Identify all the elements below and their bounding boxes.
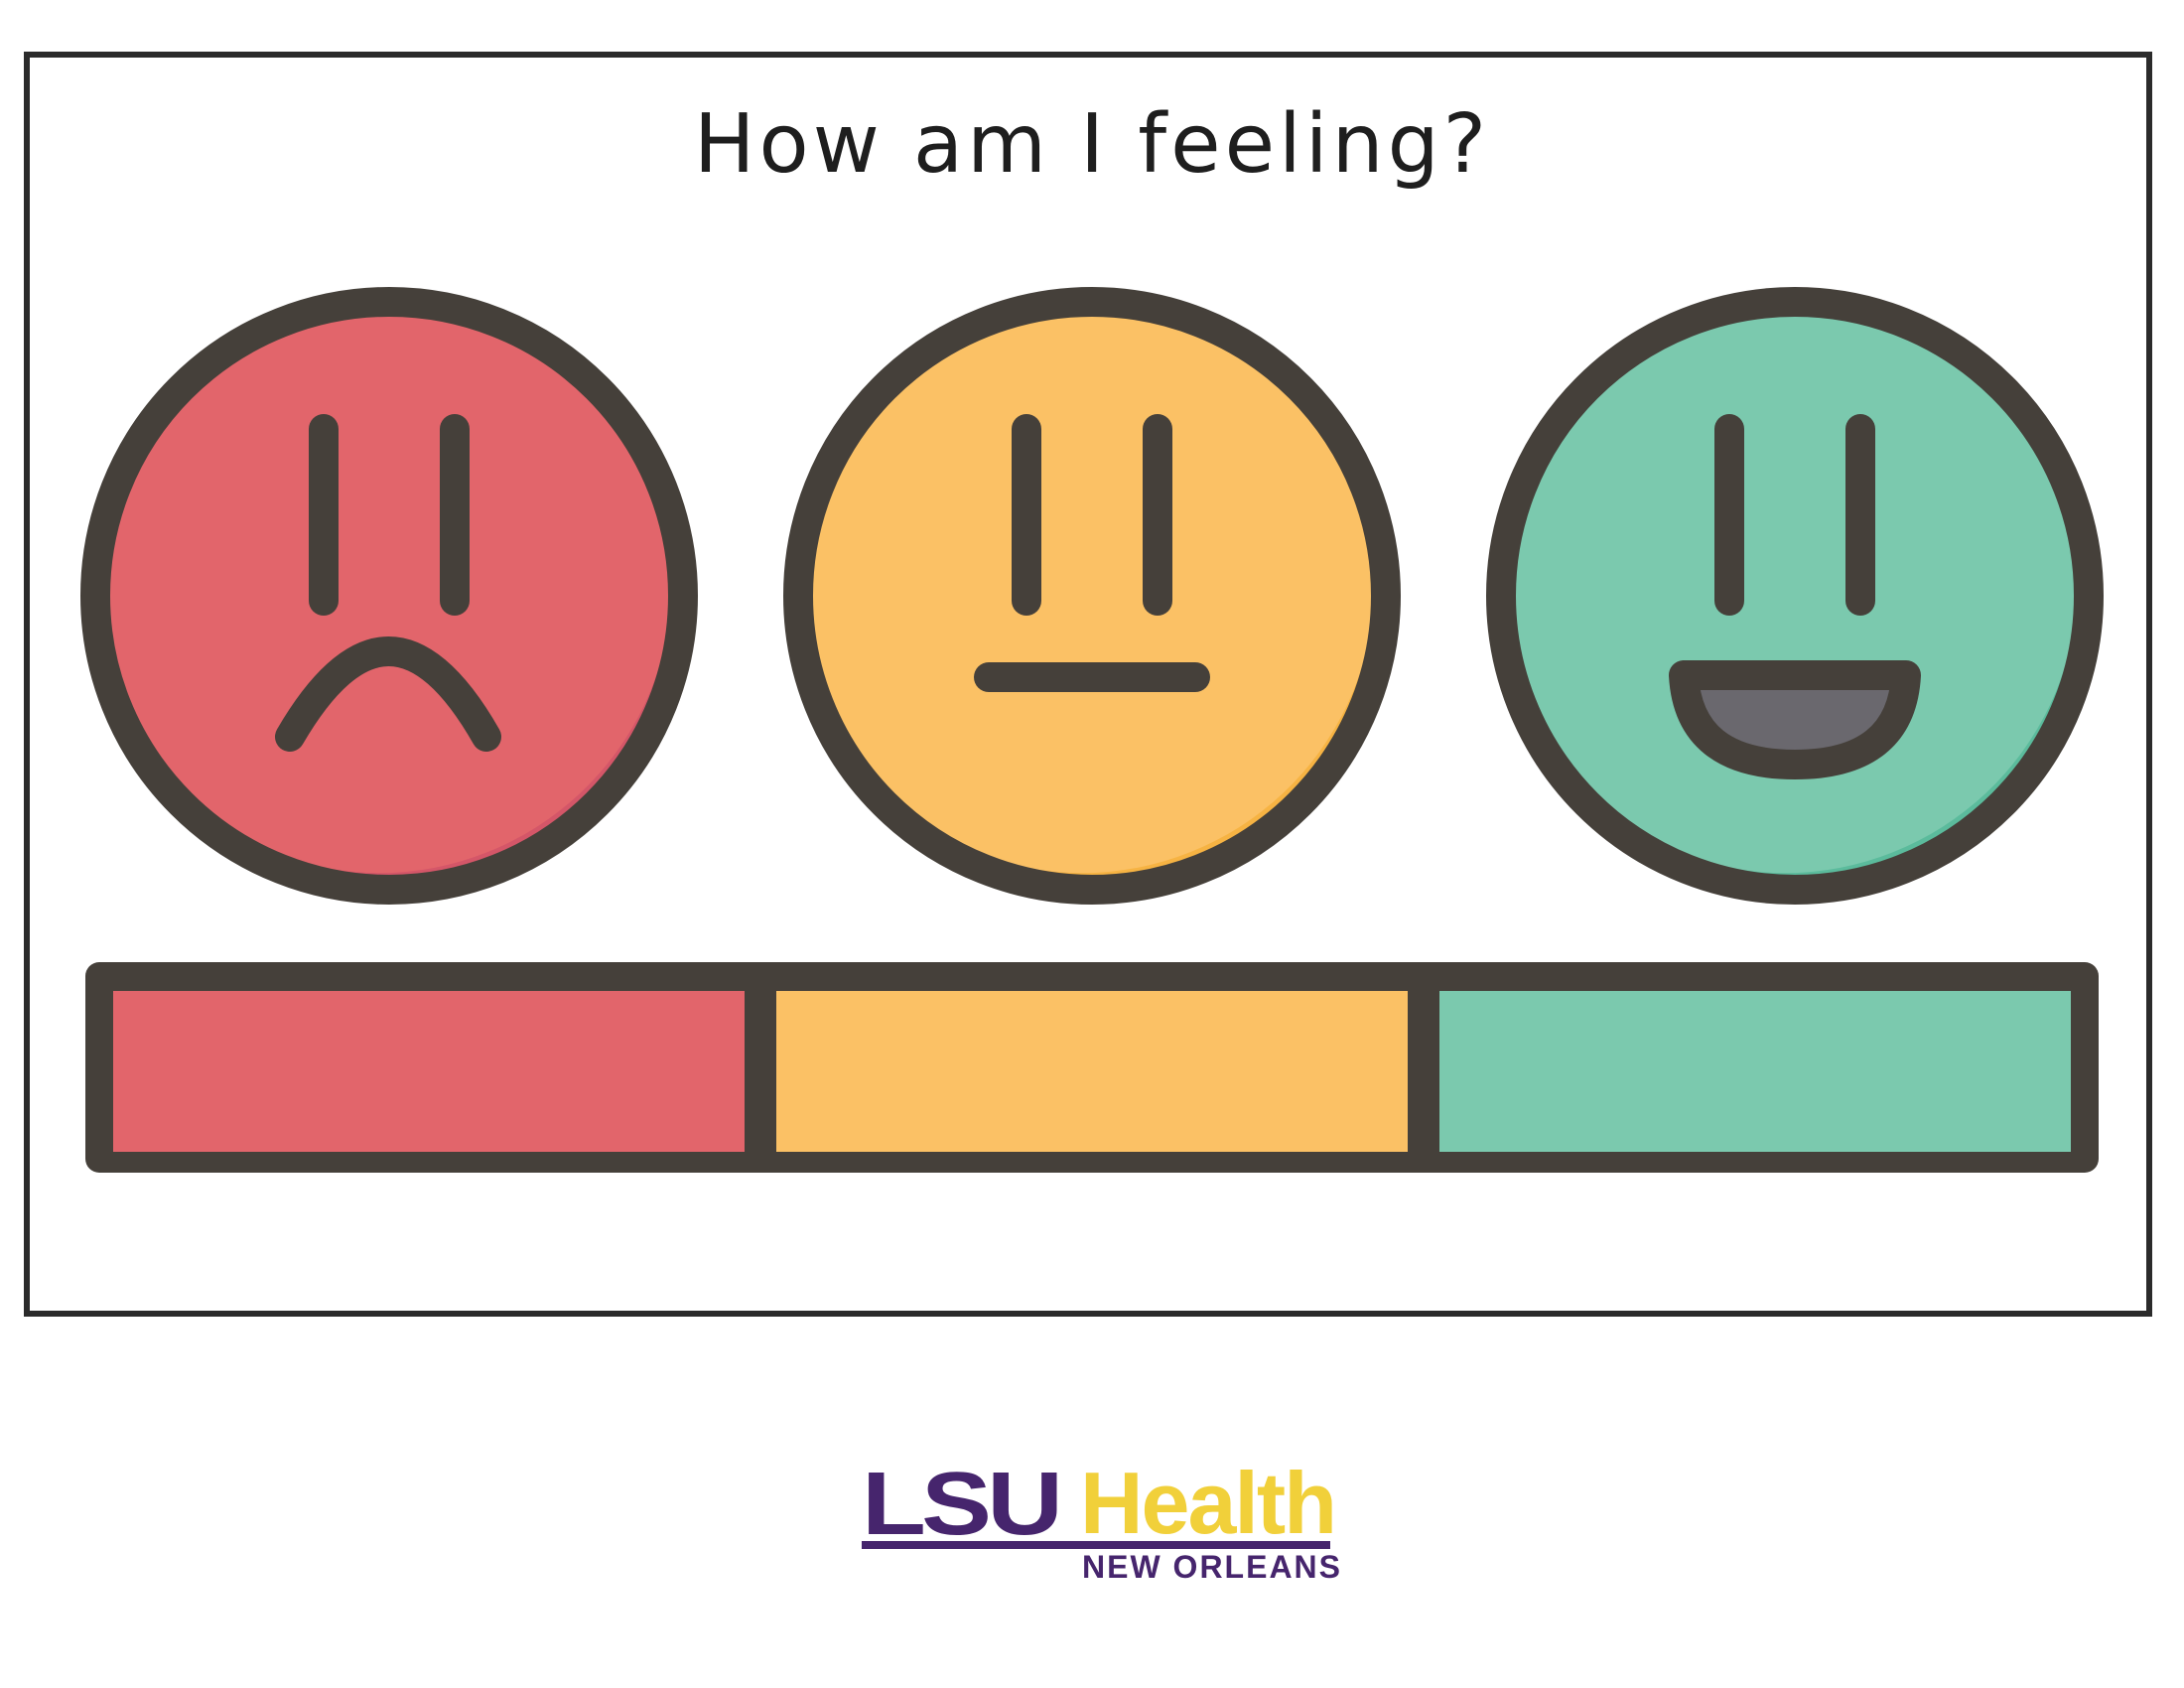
- sad-face-fill: [95, 302, 683, 890]
- sad-face-outline: [80, 287, 698, 905]
- neutral-face-outline: [783, 287, 1401, 905]
- sad-face-icon[interactable]: [80, 287, 698, 905]
- happy-face-fill: [1501, 302, 2089, 890]
- sad-mouth: [275, 636, 501, 752]
- neutral-face-fill: [798, 302, 1386, 890]
- feeling-scale-bar: [85, 962, 2099, 1173]
- logo-divider: [862, 1541, 1330, 1549]
- happy-face-icon[interactable]: [1486, 287, 2104, 905]
- happy-mouth: [1669, 660, 1921, 779]
- logo-lsu-text: LSU: [862, 1455, 1063, 1554]
- logo-health-text: Health: [1080, 1454, 1337, 1552]
- scale-segment-yellow[interactable]: [776, 991, 1408, 1152]
- scale-segment-green[interactable]: [1439, 991, 2071, 1152]
- logo-location-text: NEW ORLEANS: [1082, 1549, 1342, 1585]
- neutral-face-icon[interactable]: [783, 287, 1401, 905]
- page-title: How am I feeling?: [693, 97, 1491, 192]
- happy-face-outline: [1486, 287, 2104, 905]
- lsu-health-logo: LSU Health NEW ORLEANS: [862, 1455, 1340, 1583]
- scale-segment-red[interactable]: [113, 991, 745, 1152]
